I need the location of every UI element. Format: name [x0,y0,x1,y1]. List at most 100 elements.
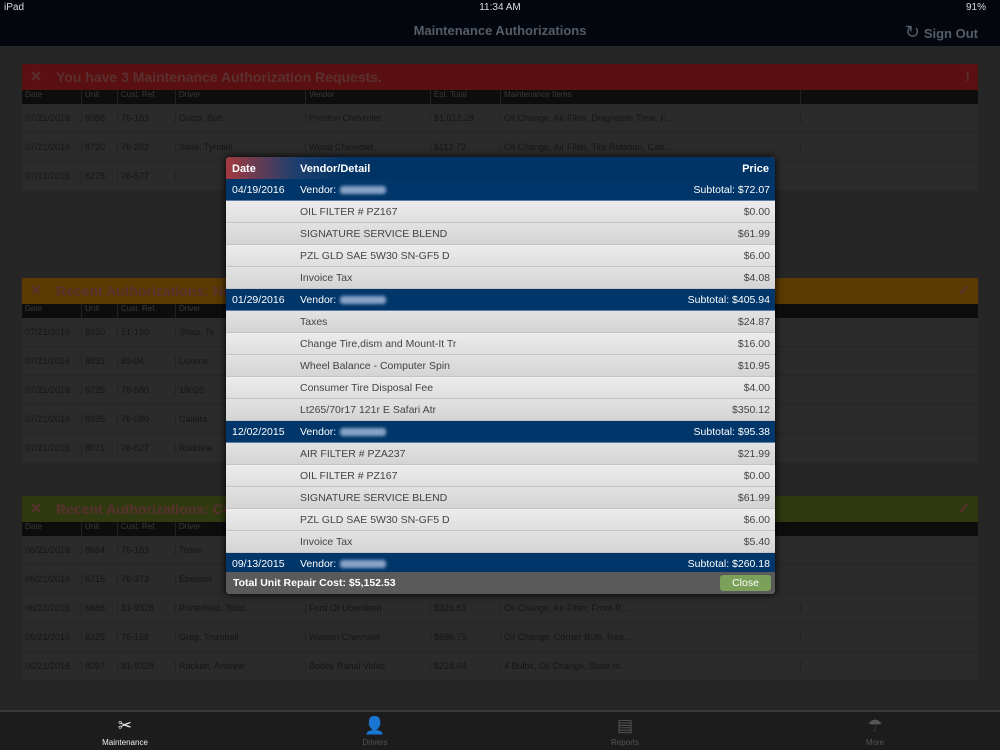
table-cell: 6275 [82,171,118,181]
line-item-price: $61.99 [737,228,770,240]
table-cell: 4 Bulbs, Oil Change, State In... [501,661,801,671]
battery-level: 91% [965,2,986,13]
vendor-name-redacted [340,560,387,569]
table-cell: Watson Chevrolet [306,632,431,642]
invoice-group-row[interactable]: 04/19/2016 Vendor: Subtotal: $72.07 [226,179,775,201]
table-cell: $224.04 [431,661,501,671]
line-item-price: $61.99 [737,492,770,504]
vendor-prefix: Vendor: [300,294,337,306]
table-cell: Sibia, Tyndell [176,142,306,152]
line-item-price: $24.87 [737,316,770,328]
invoice-group-row[interactable]: 01/29/2016 Vendor: Subtotal: $405.94 [226,289,775,311]
alert-icon: ! [965,68,970,84]
invoice-subtotal: Subtotal: $95.38 [693,426,770,438]
column-header: Unit [82,90,118,104]
tab-maintenance[interactable]: ✂ Maintenance [65,712,185,747]
tab-label: Maintenance [102,738,148,747]
invoice-group-row[interactable]: 09/13/2015 Vendor: Subtotal: $260.18 [226,553,775,572]
vendor-prefix: Vendor: [300,426,337,438]
column-header: Date [22,90,82,104]
table-cell: 06/23/2016 [22,603,82,613]
sign-out-button[interactable]: Sign Out [923,26,978,41]
person-icon: 👤 [364,716,386,735]
panel-title: You have 3 Maintenance Authorization Req… [56,69,382,85]
refresh-icon[interactable]: ↻ [904,22,920,42]
table-cell: Wood Chevrolet [306,142,431,152]
clipboard-icon: ▤ [616,716,634,735]
panel-title: Recent Authorizations: Com [56,501,244,517]
table-cell: 6715 [82,574,118,584]
table-row[interactable]: 06/23/2016 6686 81-9328 Porterfield, Todd Fo… [22,594,978,623]
wrench-icon: ✕ [30,68,42,84]
column-header: Unit [82,304,118,318]
close-button[interactable]: Close [720,575,771,591]
wrench-screwdriver-icon: ✂ [117,716,133,735]
table-cell: 76-168 [118,632,176,642]
table-cell: $112.72 [431,142,501,152]
vendor-header: Vendor/Detail [300,163,371,175]
table-cell: 8664 [82,545,118,555]
invoice-subtotal: Subtotal: $260.18 [687,558,770,570]
tab-bar: ✂ Maintenance 👤 Drivers ▤ Reports ☂ More [0,710,1000,750]
column-header: Driver [176,90,306,104]
table-cell: 07/21/2016 [22,113,82,123]
wrench-icon: ✕ [30,500,42,516]
line-item-row: PZL GLD SAE 5W30 SN-GF5 D $6.00 [226,245,775,267]
check-icon: ✓ [958,282,970,298]
table-cell: $896.75 [431,632,501,642]
line-item-row: SIGNATURE SERVICE BLEND $61.99 [226,223,775,245]
table-cell: Rackett, Andrew [176,661,306,671]
table-cell: 07/21/2016 [22,385,82,395]
page-title: Maintenance Authorizations [413,23,587,38]
line-item-row: Wheel Balance - Computer Spin $10.95 [226,355,775,377]
repair-list[interactable]: 04/19/2016 Vendor: Subtotal: $72.07 OIL FIL… [226,179,775,572]
table-row[interactable]: 07/21/2016 6086 76-183 Gucci, Bob Preston Ch… [22,104,978,133]
table-cell: 76-627 [118,443,176,453]
table-cell: 81-9328 [118,661,176,671]
table-cell: 76-183 [118,113,176,123]
table-cell: 8071 [82,443,118,453]
line-item-price: $350.12 [732,404,770,416]
table-row[interactable]: 06/21/2016 8325 76-168 Greg, Trumball Watson… [22,623,978,652]
vendor-name-redacted [340,296,387,305]
vendor-label: Vendor: [300,184,387,196]
table-cell: 8833 [82,356,118,366]
invoice-date: 04/19/2016 [232,184,285,196]
vendor-label: Vendor: [300,426,387,438]
table-cell: 81-9328 [118,603,176,613]
line-item-description: Invoice Tax [300,536,353,548]
line-item-description: Change Tire,dism and Mount-It Tr [300,338,457,350]
line-item-description: Consumer Tire Disposal Fee [300,382,434,394]
vendor-name-redacted [340,186,387,195]
device-label: iPad [4,2,25,13]
invoice-date: 12/02/2015 [232,426,285,438]
table-cell: 06/21/2016 [22,574,82,584]
column-header: Cust. Ref. [118,522,176,536]
line-item-description: SIGNATURE SERVICE BLEND [300,228,448,240]
tab-more[interactable]: ☂ More [815,712,935,747]
table-cell: $1,012.28 [431,113,501,123]
column-header: Unit [82,522,118,536]
table-cell: 51-190 [118,327,176,337]
table-cell: 76-577 [118,171,176,181]
table-cell: 76-183 [118,545,176,555]
invoice-group-row[interactable]: 12/02/2015 Vendor: Subtotal: $95.38 [226,421,775,443]
column-header: Est. Total [431,90,501,104]
line-item-row: Consumer Tire Disposal Fee $4.00 [226,377,775,399]
table-row[interactable]: 06/21/2016 8097 81-9328 Rackett, Andrew Bobb… [22,652,978,681]
line-item-price: $0.00 [743,470,770,482]
tab-drivers[interactable]: 👤 Drivers [315,712,435,747]
table-cell: 6086 [82,113,118,123]
line-item-price: $4.08 [743,272,770,284]
table-cell: 76-373 [118,574,176,584]
vendor-label: Vendor: [300,558,387,570]
line-item-description: Wheel Balance - Computer Spin [300,360,450,372]
vendor-name-redacted [340,428,387,437]
line-item-price: $21.99 [737,448,770,460]
table-cell: 8325 [82,632,118,642]
line-item-row: PZL GLD SAE 5W30 SN-GF5 D $6.00 [226,509,775,531]
column-header: Cust. Ref. [118,304,176,318]
vendor-label: Vendor: [300,294,387,306]
table-cell: 07/21/2016 [22,443,82,453]
tab-reports[interactable]: ▤ Reports [565,712,685,747]
